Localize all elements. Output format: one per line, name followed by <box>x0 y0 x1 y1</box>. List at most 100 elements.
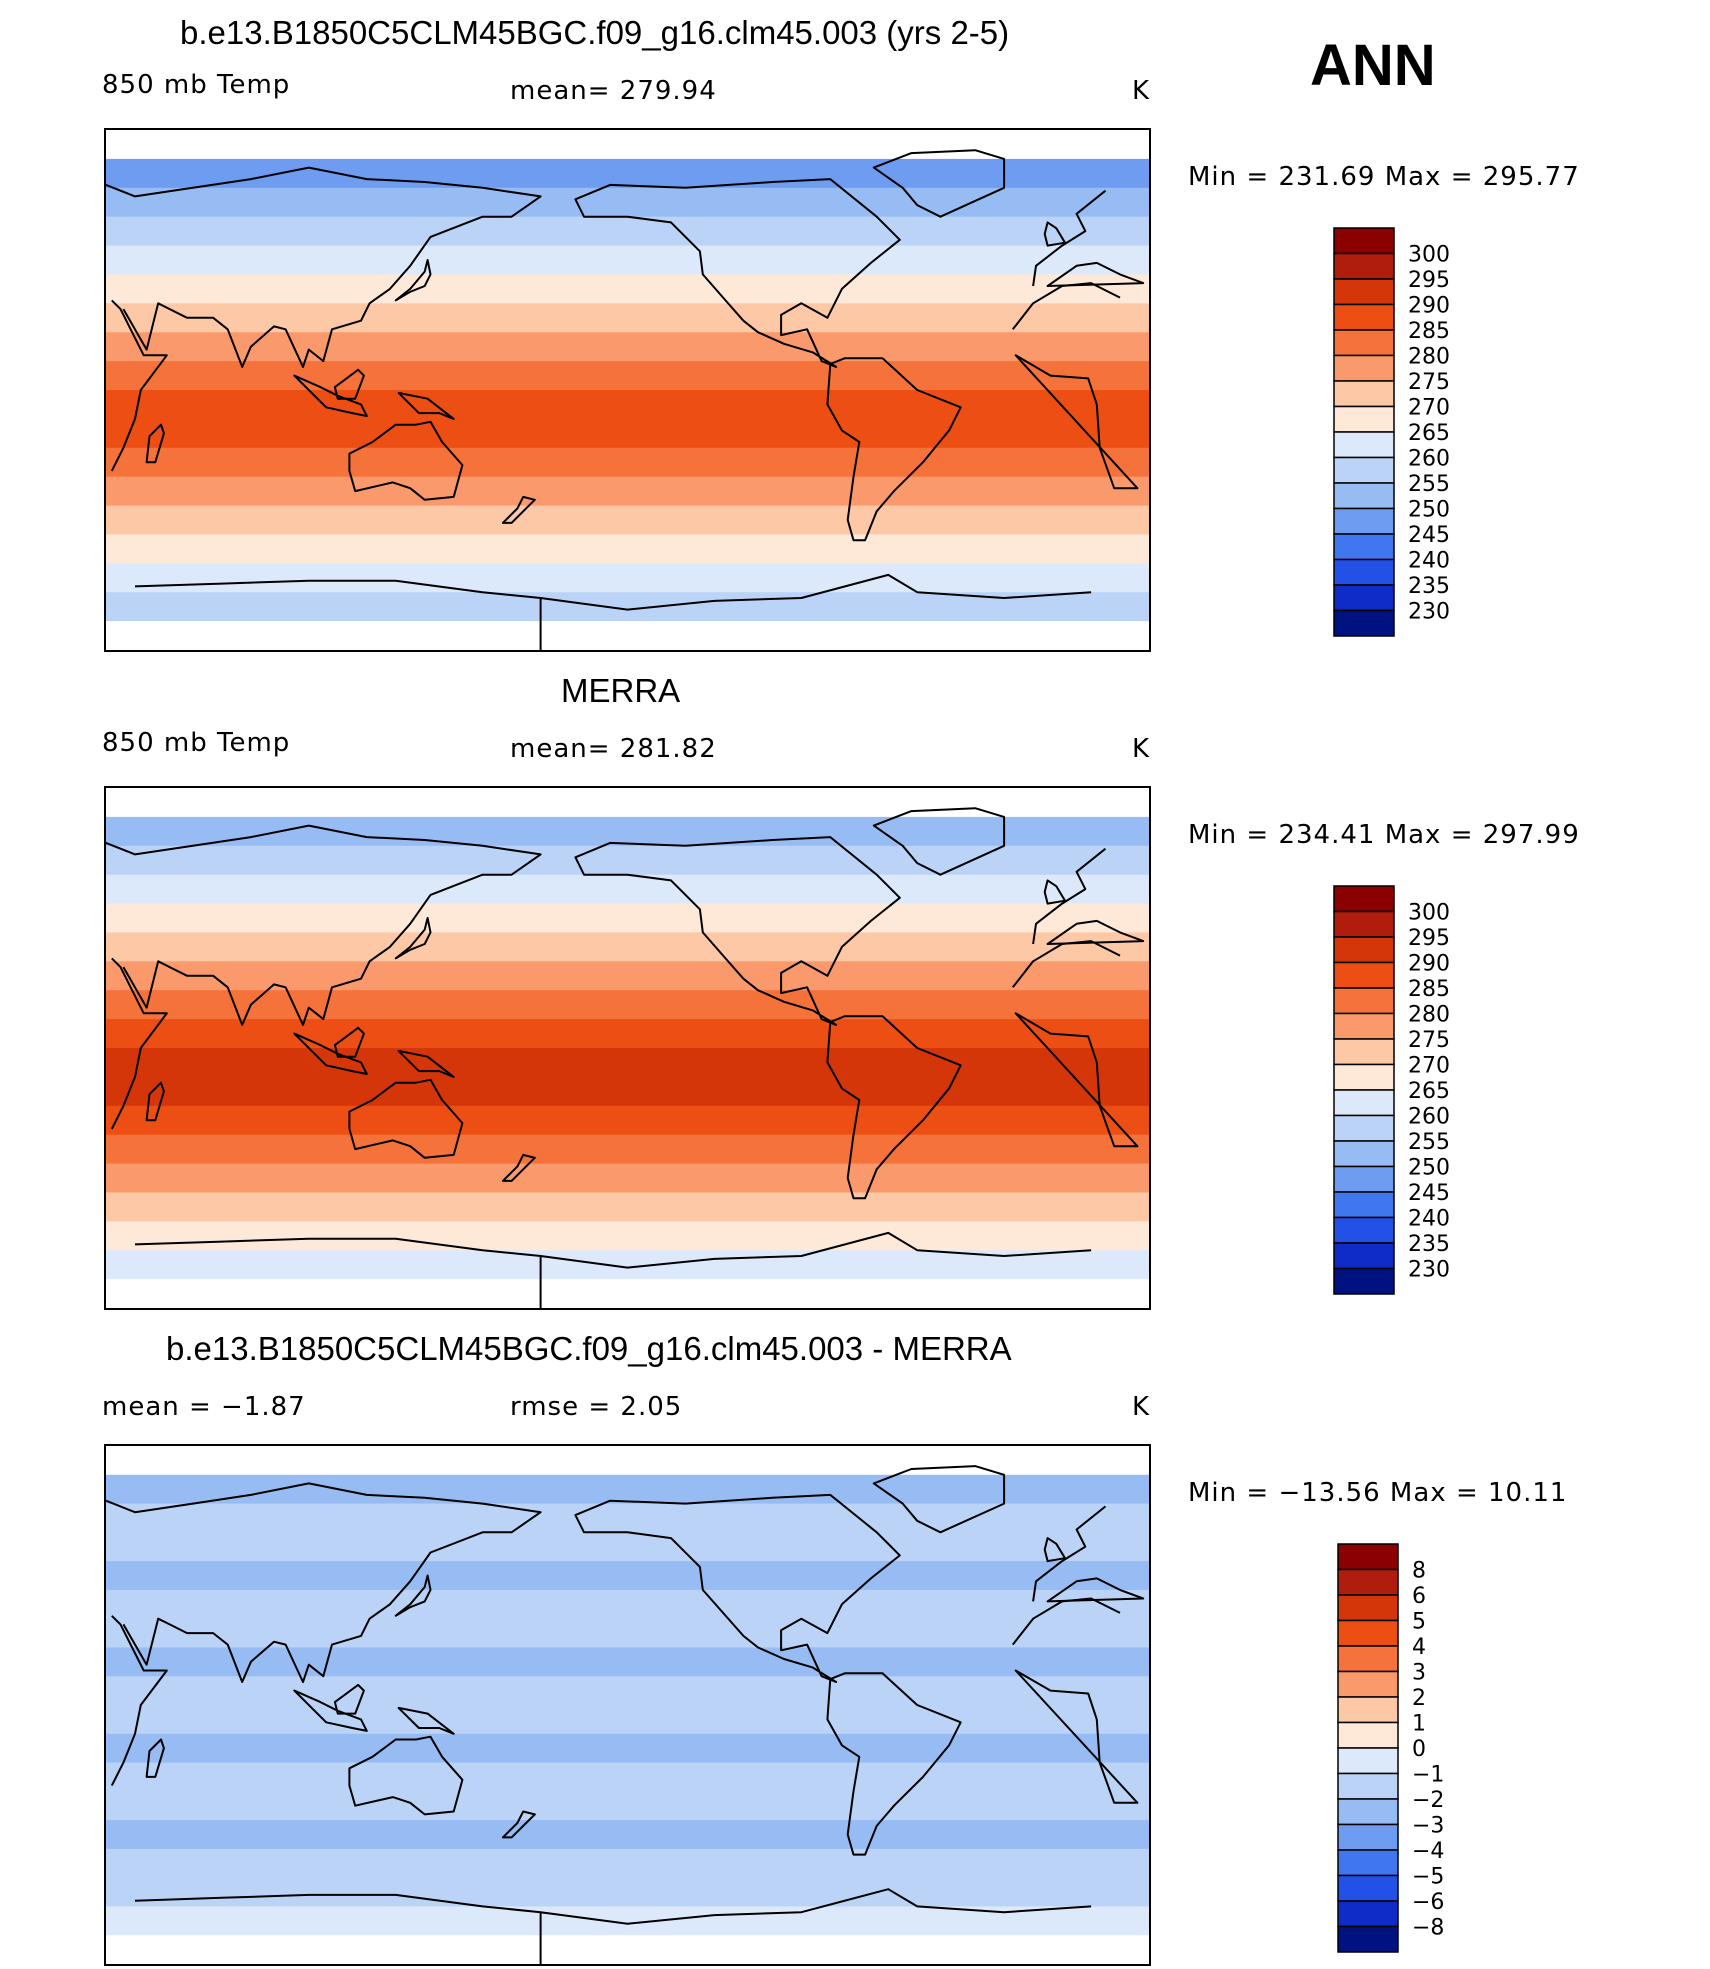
units-label: K <box>1132 1392 1151 1422</box>
min-max-label: Min = −13.56 Max = 10.11 <box>1188 1478 1568 1508</box>
colorbar-swatch <box>1333 910 1395 938</box>
colorbar-tick-label: 240 <box>1408 549 1450 574</box>
colorbar-tick-label: 270 <box>1408 1054 1450 1079</box>
colorbar-swatch <box>1333 936 1395 964</box>
colorbar-tick-label: 245 <box>1408 523 1450 548</box>
colorbar-canvas: 3002952902852802752702652602552502452402… <box>1333 885 1450 1295</box>
colorbar-swatch <box>1337 1747 1399 1775</box>
colorbar-swatch <box>1333 1114 1395 1142</box>
coastline-greenland <box>872 807 1006 876</box>
colorbar-tick-label: 300 <box>1408 901 1450 926</box>
coastline-australia <box>348 1735 464 1816</box>
latitude-band <box>106 1019 1149 1049</box>
latitude-band <box>106 592 1149 623</box>
coastline-borneo <box>333 1026 365 1058</box>
colorbar-swatch <box>1333 1140 1395 1168</box>
colorbar-swatch <box>1333 431 1395 459</box>
coastline-madagascar <box>145 1738 165 1778</box>
panel-title: b.e13.B1850C5CLM45BGC.f09_g16.clm45.003 … <box>166 1330 1012 1367</box>
coastline-newguinea <box>397 391 455 420</box>
latitude-band <box>106 1279 1149 1308</box>
latitude-band <box>106 1221 1149 1252</box>
coastline-antarctica <box>134 573 1092 650</box>
colorbar-tick-label: 5 <box>1412 1610 1426 1635</box>
latitude-band <box>106 1935 1149 1964</box>
colorbar-canvas: 3002952902852802752702652602552502452402… <box>1333 227 1450 637</box>
units-label: K <box>1132 76 1151 106</box>
latitude-band <box>106 390 1149 420</box>
colorbar-swatch <box>1333 1012 1395 1040</box>
colorbar-swatch <box>1337 1594 1399 1622</box>
colorbar-tick-label: 280 <box>1408 345 1450 370</box>
colorbar-swatch <box>1337 1619 1399 1647</box>
latitude-band <box>106 874 1149 905</box>
colorbar-tick-label: 4 <box>1412 1635 1426 1660</box>
colorbar-swatch <box>1333 227 1395 255</box>
colorbar-tick-label: −5 <box>1412 1865 1444 1890</box>
latitude-band <box>106 476 1149 507</box>
panel-title: MERRA <box>561 672 681 709</box>
colorbar-tick-label: 290 <box>1408 294 1450 319</box>
map-plot <box>104 1444 1151 1966</box>
latitude-band <box>106 245 1149 276</box>
latitude-band <box>106 1877 1149 1908</box>
colorbar-swatch <box>1337 1772 1399 1800</box>
latitude-band <box>106 1848 1149 1879</box>
latitude-band <box>106 1532 1149 1563</box>
coastline-newguinea <box>397 1706 455 1735</box>
coastline-indonesia <box>293 1689 368 1732</box>
latitude-band <box>106 1474 1149 1505</box>
colorbar-tick-label: 230 <box>1408 1258 1450 1283</box>
colorbar-swatch <box>1337 1696 1399 1724</box>
colorbar-swatch <box>1333 252 1395 280</box>
colorbar-swatch <box>1333 1191 1395 1219</box>
coastline-borneo <box>333 368 365 400</box>
latitude-band <box>106 447 1149 478</box>
colorbar-swatch <box>1333 380 1395 408</box>
colorbar-swatch <box>1333 609 1395 637</box>
map-canvas <box>106 1446 1149 1964</box>
colorbar-swatch <box>1333 1063 1395 1091</box>
colorbar-tick-label: 230 <box>1408 600 1450 625</box>
latitude-band <box>106 961 1149 992</box>
colorbar-swatch <box>1337 1900 1399 1928</box>
colorbar-swatch <box>1337 1568 1399 1596</box>
colorbar-swatch <box>1333 507 1395 535</box>
colorbar-tick-label: −6 <box>1412 1890 1444 1915</box>
colorbar-tick-label: 270 <box>1408 396 1450 421</box>
colorbar-swatch <box>1337 1823 1399 1851</box>
latitude-band <box>106 563 1149 594</box>
colorbar-swatch <box>1333 885 1395 913</box>
colorbar-swatch <box>1337 1925 1399 1953</box>
map-canvas <box>106 130 1149 650</box>
colorbar-tick-label: 275 <box>1408 1028 1450 1053</box>
colorbar-tick-label: 0 <box>1412 1737 1426 1762</box>
colorbar-tick-label: 255 <box>1408 1130 1450 1155</box>
coastline-japan <box>394 259 432 302</box>
coastline-nz <box>501 1810 536 1839</box>
colorbar-swatch <box>1333 329 1395 357</box>
colorbar-tick-label: 8 <box>1412 1559 1426 1584</box>
latitude-band <box>106 534 1149 565</box>
panel-title: b.e13.B1850C5CLM45BGC.f09_g16.clm45.003 … <box>180 14 1010 51</box>
coastline-newguinea <box>397 1049 455 1078</box>
latitude-band <box>106 1676 1149 1706</box>
colorbar-tick-label: −1 <box>1412 1763 1444 1788</box>
latitude-band <box>106 1250 1149 1281</box>
colorbar-swatch <box>1337 1798 1399 1826</box>
colorbar-swatch <box>1337 1849 1399 1877</box>
coastline-antarctica <box>134 1231 1092 1308</box>
min-max-label: Min = 234.41 Max = 297.99 <box>1188 820 1580 850</box>
latitude-band <box>106 1647 1149 1678</box>
colorbar-tick-label: 2 <box>1412 1686 1426 1711</box>
latitude-band <box>106 788 1149 818</box>
coastline-japan <box>394 917 432 960</box>
colorbar-tick-label: 285 <box>1408 319 1450 344</box>
latitude-band <box>106 1820 1149 1850</box>
mean-label: mean= 281.82 <box>510 734 717 764</box>
latitude-band <box>106 1906 1149 1937</box>
colorbar-tick-label: −3 <box>1412 1814 1444 1839</box>
colorbar-swatch <box>1333 584 1395 612</box>
mean-label: mean = −1.87 <box>102 1392 306 1422</box>
